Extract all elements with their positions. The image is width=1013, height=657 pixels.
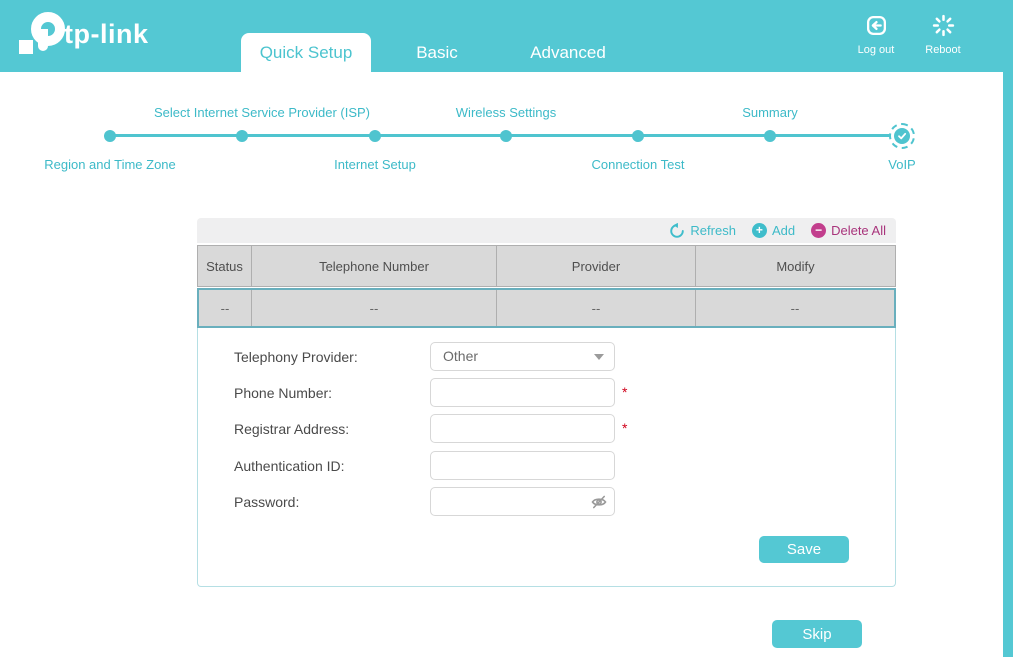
reboot-button[interactable]: Reboot (916, 14, 970, 56)
step-dot-connection-test (632, 130, 644, 142)
step-current-voip-indicator (889, 123, 915, 149)
password-input[interactable] (430, 487, 615, 516)
registrar-address-input[interactable] (430, 414, 615, 443)
delete-all-button[interactable]: − Delete All (811, 223, 886, 238)
step-dot-region-time-zone (104, 130, 116, 142)
column-header-status: Status (198, 246, 252, 286)
step-dot-internet-setup (369, 130, 381, 142)
telephony-provider-label: Telephony Provider: (234, 348, 358, 365)
telephony-provider-select[interactable]: Other (430, 342, 615, 371)
phone-number-label: Phone Number: (234, 384, 333, 401)
refresh-label: Refresh (690, 223, 736, 238)
row-cell-provider: -- (497, 290, 696, 326)
app-header: tp-link Quick Setup Basic Advanced Log o… (0, 0, 1013, 72)
required-marker: * (622, 384, 628, 400)
column-header-provider: Provider (497, 246, 696, 286)
add-button[interactable]: + Add (751, 223, 796, 238)
step-label-internet-setup: Internet Setup (334, 157, 416, 172)
voip-settings-panel: Telephony Provider: Other Phone Number: … (197, 328, 896, 587)
column-header-telephone-number: Telephone Number (252, 246, 497, 286)
logout-button[interactable]: Log out (849, 14, 903, 56)
delete-icon: − (811, 223, 827, 238)
authentication-id-label: Authentication ID: (234, 457, 345, 474)
step-label-summary: Summary (742, 105, 798, 120)
save-button[interactable]: Save (759, 536, 849, 563)
column-header-modify: Modify (696, 246, 895, 286)
step-dot-wireless-settings (500, 130, 512, 142)
form-row-phone-number: Phone Number: * (198, 378, 895, 407)
step-label-region-time-zone: Region and Time Zone (44, 157, 176, 172)
step-dot-summary (764, 130, 776, 142)
svg-text:tp-link: tp-link (64, 19, 149, 49)
reboot-icon (932, 14, 955, 38)
chevron-down-icon (594, 354, 604, 360)
reboot-label: Reboot (925, 44, 961, 56)
row-cell-telephone-number: -- (252, 290, 497, 326)
registrar-address-label: Registrar Address: (234, 420, 350, 437)
skip-button[interactable]: Skip (772, 620, 862, 648)
refresh-button[interactable]: Refresh (669, 222, 736, 239)
step-label-select-isp: Select Internet Service Provider (ISP) (153, 105, 371, 120)
tab-advanced[interactable]: Advanced (530, 43, 606, 62)
form-row-telephony-provider: Telephony Provider: Other (198, 342, 895, 371)
row-cell-status: -- (199, 290, 252, 326)
phone-number-input[interactable] (430, 378, 615, 407)
row-cell-modify: -- (696, 290, 894, 326)
form-row-password: Password: (198, 487, 895, 516)
telephony-provider-value: Other (443, 348, 479, 364)
form-row-registrar-address: Registrar Address: * (198, 414, 895, 443)
logout-label: Log out (857, 44, 895, 56)
password-label: Password: (234, 493, 300, 510)
eye-off-icon[interactable] (590, 493, 608, 511)
refresh-icon (669, 222, 685, 239)
form-row-authentication-id: Authentication ID: (198, 451, 895, 480)
vertical-scrollbar[interactable] (1003, 0, 1013, 657)
step-label-connection-test: Connection Test (591, 157, 685, 172)
table-row[interactable]: -- -- -- -- (197, 288, 896, 328)
required-marker: * (622, 420, 628, 436)
step-label-wireless-settings: Wireless Settings (455, 105, 557, 120)
table-header-row: Status Telephone Number Provider Modify (197, 245, 896, 287)
table-toolbar: Refresh + Add − Delete All (197, 218, 896, 243)
check-icon (894, 128, 910, 144)
tp-link-logo-icon: tp-link (19, 12, 149, 54)
voip-accounts-table: Refresh + Add − Delete All Status Teleph… (197, 218, 896, 328)
step-label-voip: VoIP (888, 157, 916, 172)
step-dot-select-isp (236, 130, 248, 142)
delete-all-label: Delete All (831, 223, 886, 238)
add-icon: + (751, 223, 767, 238)
tab-quick-setup[interactable]: Quick Setup (241, 33, 371, 72)
authentication-id-input[interactable] (430, 451, 615, 480)
logout-icon (865, 14, 888, 38)
add-label: Add (771, 223, 796, 238)
tab-basic[interactable]: Basic (416, 43, 458, 62)
